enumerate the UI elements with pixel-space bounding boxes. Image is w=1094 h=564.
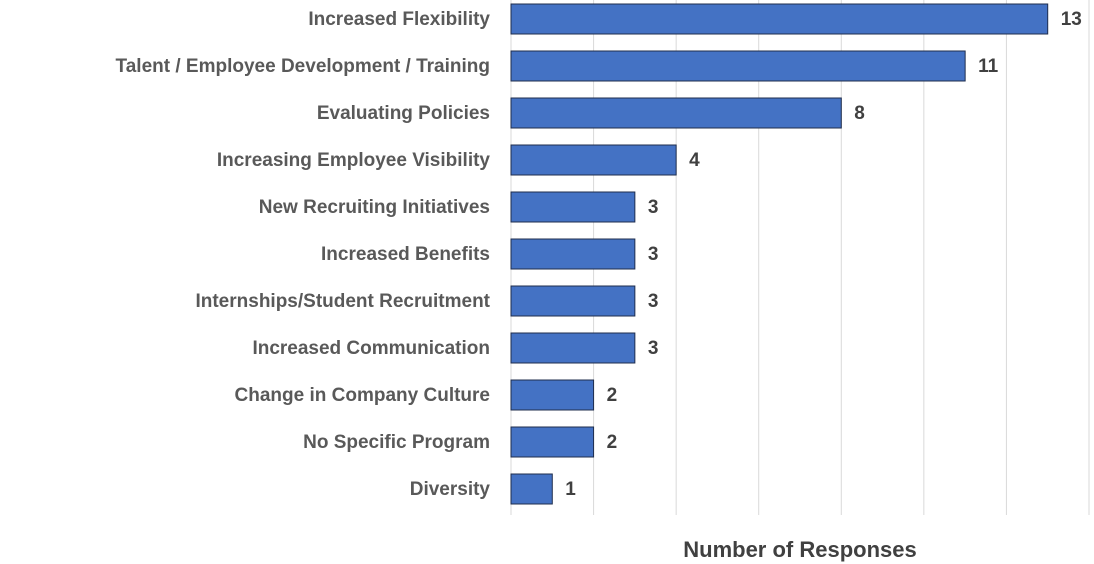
bar (510, 144, 677, 176)
category-label: Internships/Student Recruitment (195, 291, 490, 312)
value-label: 3 (648, 244, 659, 265)
value-label: 13 (1061, 9, 1082, 30)
value-label: 2 (607, 385, 618, 406)
bar (510, 332, 636, 364)
bar (510, 285, 636, 317)
value-label: 1 (565, 479, 576, 500)
category-label: Evaluating Policies (317, 103, 490, 124)
bar (510, 191, 636, 223)
category-label: Increasing Employee Visibility (217, 150, 491, 171)
value-label: 2 (607, 432, 618, 453)
bar (510, 3, 1049, 35)
value-label: 3 (648, 338, 659, 359)
bar (510, 50, 966, 82)
bar (510, 238, 636, 270)
category-label: Increased Benefits (321, 244, 490, 265)
category-label: Increased Flexibility (308, 9, 490, 30)
category-label: Diversity (410, 479, 491, 500)
category-label: New Recruiting Initiatives (259, 197, 490, 218)
bar (510, 97, 842, 129)
bar (510, 379, 595, 411)
value-label: 4 (689, 150, 700, 171)
value-label: 11 (978, 56, 999, 77)
value-label: 8 (854, 103, 865, 124)
value-label: 3 (648, 291, 659, 312)
bar (510, 473, 553, 505)
category-label: No Specific Program (303, 432, 490, 453)
category-label: Change in Company Culture (235, 385, 490, 406)
category-label: Talent / Employee Development / Training (116, 56, 490, 77)
value-label: 3 (648, 197, 659, 218)
category-label: Increased Communication (252, 338, 490, 359)
bar (510, 426, 595, 458)
x-axis-title: Number of Responses (683, 537, 917, 562)
